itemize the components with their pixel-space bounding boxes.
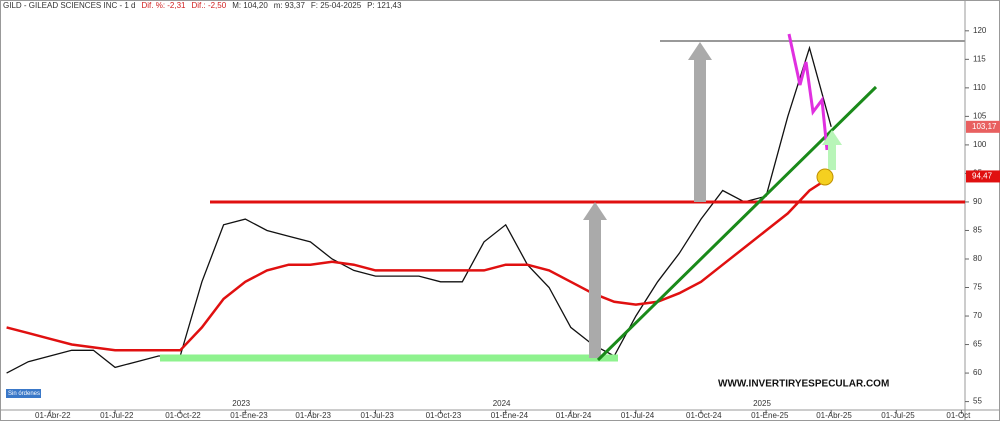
header-info: F: 25-04-2025 [311,1,362,10]
x-tick-label: 01-Abr-23 [295,411,331,420]
y-tick-label: 85 [973,226,982,235]
y-tick-label: 110 [973,83,986,92]
y-tick-label: 75 [973,283,982,292]
watermark: WWW.INVERTIRYESPECULAR.COM [718,379,889,390]
y-tick-label: 60 [973,368,982,377]
x-tick-label: 01-Abr-24 [556,411,592,420]
y-tick-label: 80 [973,254,982,263]
year-label: 2023 [232,399,250,408]
x-tick-label: 01-Ene-25 [751,411,789,420]
x-tick-label: 01-Oct [946,411,971,420]
year-label: 2025 [753,399,771,408]
y-tick-label: 90 [973,197,982,206]
highlight [816,168,834,186]
x-tick-label: 01-Oct-22 [165,411,201,420]
value-label-box [966,170,1000,183]
x-tick-label: 01-Oct-24 [686,411,722,420]
y-tick-label: 115 [973,54,986,63]
zigzag [787,33,829,151]
header-info: Dif. %: -2,31 [141,1,186,10]
y-tick-label: 120 [973,26,987,35]
header-info: Dif.: -2,50 [192,1,227,10]
x-tick-label: 01-Jul-24 [621,411,655,420]
arrow [822,130,842,170]
series-line [6,45,832,374]
x-tick-label: 01-Jul-22 [100,411,134,420]
x-tick-label: 01-Jul-23 [361,411,395,420]
y-tick-label: 55 [973,397,982,406]
header-info: M: 104,20 [232,1,268,10]
x-tick-label: 01-Jul-25 [881,411,915,420]
x-tick-label: 01-Abr-25 [816,411,852,420]
year-label: 2024 [493,399,511,408]
y-tick-label: 65 [973,340,982,349]
x-tick-label: 01-Ene-24 [491,411,529,420]
y-tick-label: 105 [973,111,987,120]
series-line [6,175,832,352]
value-label-box [966,120,1000,133]
title: GILD - GILEAD SCIENCES INC - 1 d [3,1,135,10]
x-tick-label: 01-Oct-23 [426,411,462,420]
annotations [160,33,965,362]
x-tick-label: 01-Ene-23 [230,411,268,420]
header-info: m: 93,37 [274,1,306,10]
arrow [583,202,607,358]
badge-box [6,389,41,398]
badge: Sin órdenes [8,391,40,397]
value-label: 103,17 [972,122,997,131]
trend-line [596,85,878,362]
header: GILD - GILEAD SCIENCES INC - 1 d Dif. %: … [3,1,402,10]
header-info: P: 121,43 [367,1,402,10]
y-tick-label: 100 [973,140,987,149]
arrow [688,42,712,202]
value-label: 94,47 [972,172,993,181]
y-tick-label: 70 [973,311,982,320]
x-tick-label: 01-Abr-22 [35,411,71,420]
